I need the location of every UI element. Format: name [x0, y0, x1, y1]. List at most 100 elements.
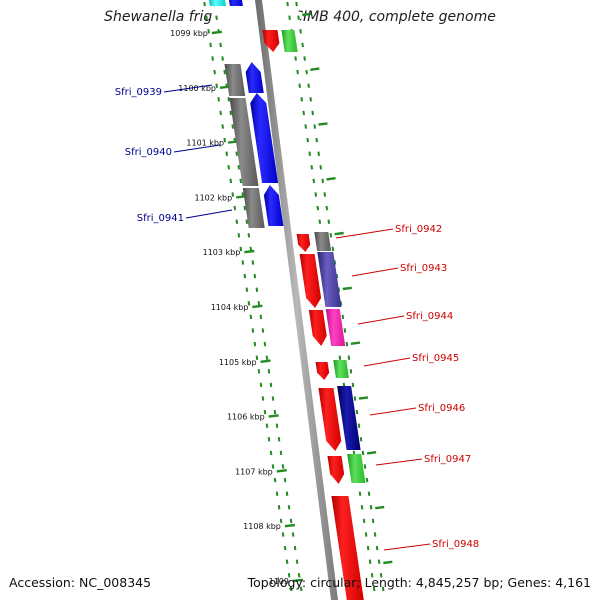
- label-leader-line: [173, 144, 221, 153]
- minor-tick: [203, 1, 206, 7]
- minor-tick: [291, 532, 295, 537]
- minor-tick: [307, 83, 310, 88]
- minor-tick: [227, 97, 230, 102]
- minor-tick: [213, 69, 216, 75]
- tick-label: 1105 kbp: [219, 358, 257, 367]
- minor-tick: [304, 124, 308, 129]
- gene-blue-top: [228, 0, 243, 6]
- tick-label: 1107 kbp: [235, 467, 273, 476]
- minor-tick: [271, 396, 275, 401]
- label-leader-line: [335, 228, 394, 239]
- minor-tick: [294, 56, 297, 61]
- major-tick: [302, 12, 312, 17]
- gene-sfri-0939-blue: [245, 62, 264, 93]
- minor-tick: [299, 29, 302, 34]
- minor-tick: [209, 42, 212, 48]
- minor-tick: [317, 151, 321, 156]
- minor-tick: [271, 464, 275, 469]
- gene-features: [208, 0, 366, 600]
- minor-tick: [229, 110, 232, 116]
- minor-tick: [353, 396, 357, 401]
- gene-sfri-0944-pink: [325, 309, 346, 346]
- minor-tick: [370, 573, 374, 578]
- major-tick: [276, 469, 287, 473]
- minor-tick: [287, 505, 291, 510]
- right-gene-labels: Sfri_0942 Sfri_0943 Sfri_0944 Sfri_0945 Sfri…: [335, 224, 479, 551]
- label-leader-line: [351, 267, 399, 277]
- major-tick: [268, 414, 279, 418]
- major-tick: [334, 231, 344, 236]
- major-tick: [358, 396, 369, 400]
- gene-sfri-0946: [318, 388, 342, 451]
- minor-tick: [297, 15, 300, 20]
- major-tick: [252, 304, 263, 309]
- minor-tick: [306, 137, 310, 143]
- tick-label: 1099 kbp: [170, 29, 208, 38]
- minor-tick: [364, 532, 368, 537]
- minor-tick: [279, 518, 283, 524]
- minor-tick: [309, 97, 312, 102]
- minor-tick: [247, 233, 251, 238]
- label-leader-line: [383, 543, 431, 551]
- minor-tick: [261, 396, 265, 401]
- minor-tick: [341, 314, 345, 320]
- gene-label-right: Sfri_0946: [418, 403, 465, 414]
- minor-tick: [298, 83, 301, 88]
- minor-tick: [285, 559, 289, 564]
- minor-tick: [267, 437, 271, 442]
- major-tick: [318, 122, 328, 126]
- major-tick: [244, 249, 255, 254]
- minor-tick: [221, 124, 225, 129]
- gene-label-right: Sfri_0944: [406, 311, 453, 322]
- left-gene-labels: Sfri_0939 Sfri_0940 Sfri_0941: [115, 84, 233, 224]
- minor-tick: [331, 246, 335, 252]
- minor-tick: [313, 124, 317, 129]
- gene-label-left: Sfri_0940: [125, 147, 172, 158]
- minor-tick: [285, 491, 289, 496]
- gene-sfri-0946-navy: [337, 386, 361, 450]
- minor-tick: [251, 260, 255, 265]
- gene-sfri-0939: [224, 64, 246, 96]
- minor-tick: [296, 69, 299, 75]
- minor-tick: [265, 355, 269, 360]
- minor-tick: [231, 124, 235, 129]
- minor-tick: [368, 559, 372, 564]
- minor-tick: [269, 382, 273, 388]
- label-leader-line: [375, 458, 423, 466]
- minor-tick: [215, 15, 218, 20]
- label-leader-line: [163, 84, 213, 93]
- label-leader-line: [185, 209, 233, 219]
- minor-tick: [279, 450, 283, 456]
- minor-tick: [275, 491, 279, 496]
- gene-sfri-0941-blue: [263, 185, 284, 226]
- minor-tick: [289, 518, 293, 524]
- minor-tick: [277, 505, 281, 510]
- major-tick: [284, 523, 296, 528]
- minor-tick: [243, 205, 247, 211]
- minor-tick: [273, 409, 277, 415]
- minor-tick: [362, 518, 366, 524]
- minor-tick: [259, 382, 263, 388]
- minor-tick: [217, 97, 220, 102]
- minor-tick: [239, 178, 243, 184]
- minor-tick: [349, 369, 353, 374]
- minor-tick: [314, 192, 318, 197]
- minor-tick: [241, 260, 245, 265]
- major-tick: [326, 177, 336, 181]
- minor-tick: [265, 423, 269, 428]
- minor-tick: [207, 29, 210, 34]
- gene-sfri-0940-blue: [250, 93, 279, 183]
- minor-tick: [373, 532, 377, 537]
- minor-tick: [315, 137, 319, 143]
- minor-tick: [225, 151, 229, 156]
- major-tick: [211, 30, 223, 35]
- gene-sfri-0940: [229, 98, 259, 186]
- topology-text: Topology: circular; Length: 4,845,257 bp…: [247, 575, 591, 590]
- minor-tick: [281, 532, 285, 537]
- tick-label: 1100 kbp: [178, 84, 216, 93]
- minor-tick: [281, 464, 285, 469]
- tick-label: 1108 kbp: [243, 522, 281, 531]
- gene-sfri-0945: [315, 362, 330, 380]
- gene-label-right: Sfri_0945: [412, 353, 459, 364]
- minor-tick: [360, 505, 364, 510]
